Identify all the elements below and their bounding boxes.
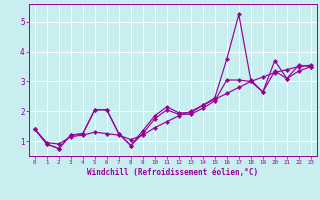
X-axis label: Windchill (Refroidissement éolien,°C): Windchill (Refroidissement éolien,°C) <box>87 168 258 177</box>
